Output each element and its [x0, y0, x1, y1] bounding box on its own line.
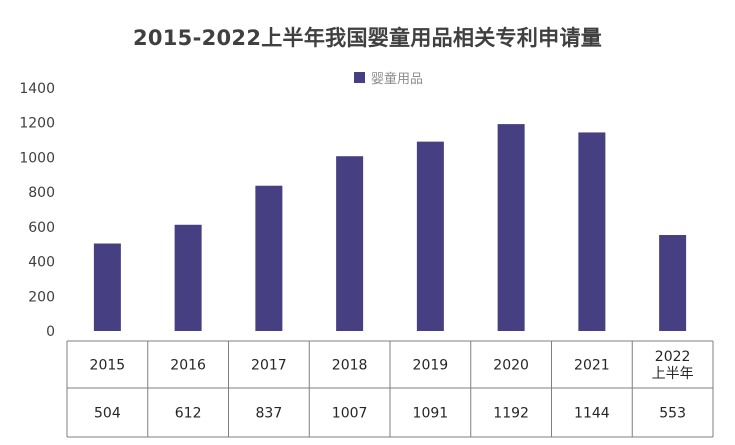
y-tick-label: 1000 — [19, 150, 55, 166]
bar — [174, 224, 202, 331]
bar — [659, 235, 687, 331]
data-value-label: 553 — [659, 406, 686, 422]
bar — [255, 185, 283, 331]
y-tick-label: 200 — [28, 289, 55, 305]
legend: 婴童用品 — [354, 68, 424, 87]
legend-swatch — [354, 71, 365, 83]
data-value-label: 1144 — [574, 406, 610, 422]
category-label: 2019 — [413, 358, 449, 374]
y-tick-label: 400 — [28, 255, 55, 271]
bar — [416, 141, 444, 331]
y-axis-labels: 0 200 400 600 800 1000 1200 1400 — [19, 81, 55, 340]
category-label: 2016 — [170, 358, 206, 374]
y-tick-label: 600 — [28, 220, 55, 236]
category-label: 2018 — [332, 358, 368, 374]
category-label: 2020 — [493, 358, 529, 374]
data-value-label: 504 — [94, 406, 121, 422]
data-value-label: 1091 — [413, 406, 449, 422]
bar — [497, 124, 525, 331]
chart-title: 2015-2022上半年我国婴童用品相关专利申请量 — [132, 26, 603, 50]
bar — [578, 132, 606, 331]
bars — [93, 124, 687, 331]
data-value-label: 612 — [175, 406, 202, 422]
category-label: 2022 上半年 — [652, 349, 694, 382]
bar — [336, 156, 364, 331]
bar — [93, 243, 121, 331]
category-label: 2017 — [251, 358, 287, 374]
legend-label: 婴童用品 — [371, 71, 424, 87]
y-tick-label: 1200 — [19, 116, 55, 132]
y-tick-label: 0 — [46, 324, 55, 340]
data-value-label: 1192 — [493, 406, 529, 422]
data-table: 2015 2016 2017 2018 2019 2020 2021 2022 上半年 504 61… — [66, 340, 714, 438]
data-value-label: 1007 — [332, 406, 368, 422]
category-label: 2021 — [574, 358, 610, 374]
category-label: 2015 — [90, 358, 126, 374]
y-tick-label: 1400 — [19, 81, 55, 97]
y-tick-label: 800 — [28, 185, 55, 201]
data-value-label: 837 — [256, 406, 283, 422]
